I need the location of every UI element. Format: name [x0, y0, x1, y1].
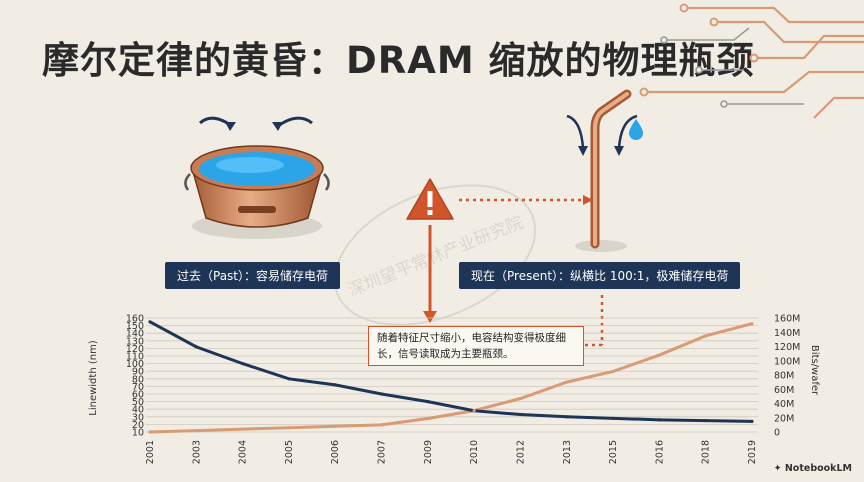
left-tick-label: 80: [132, 374, 144, 385]
right-tick-label: 120M: [774, 342, 800, 353]
left-tick-label: 10: [132, 428, 144, 439]
left-tick-label: 160: [126, 314, 144, 325]
left-axis-label: Linewidth (nm): [88, 340, 99, 416]
linewidth-point: [657, 418, 661, 422]
bits-point: [657, 353, 661, 357]
x-tick-label: 2015: [608, 440, 619, 464]
page-title: 摩尔定律的黄昏：DRAM 缩放的物理瓶颈: [42, 39, 755, 82]
linewidth-point: [379, 392, 384, 396]
left-tick-label: 30: [132, 412, 144, 423]
right-tick-label: 40M: [774, 399, 794, 410]
linewidth-point: [611, 416, 615, 420]
left-tick-label: 50: [132, 397, 144, 408]
notebooklm-logo: ✦ NotebookLM: [773, 463, 852, 474]
bits-point: [194, 428, 198, 433]
linewidth-point: [565, 415, 569, 419]
bits-point: [148, 430, 152, 434]
linewidth-line: [149, 320, 753, 423]
circuit-decoration: [639, 3, 864, 119]
x-tick-label: 2007: [377, 440, 388, 464]
present-caption: 现在（Present）：纵横比 100:1，极难储存电荷: [459, 262, 741, 289]
linewidth-point: [194, 345, 198, 349]
left-tick-label: 120: [126, 344, 144, 355]
x-tick-label: 2012: [515, 440, 526, 464]
warning-connector: [406, 178, 604, 350]
linewidth-point: [148, 320, 152, 324]
linewidth-point: [704, 419, 708, 423]
left-tick-label: 150: [126, 321, 144, 332]
right-axis-label: Bits/wafer: [809, 345, 820, 396]
left-tick-label: 40: [132, 405, 144, 416]
bits-point: [472, 409, 476, 413]
x-tick-label: 2016: [654, 440, 665, 464]
bits-point: [750, 322, 754, 326]
left-tick-label: 100: [126, 359, 144, 370]
bits-per-wafer-line: [149, 322, 753, 434]
right-tick-label: 100M: [774, 356, 800, 367]
bits-point: [565, 380, 569, 384]
bits-point: [426, 416, 430, 421]
right-tick-label: 160M: [774, 314, 800, 325]
bits-point: [611, 369, 615, 374]
x-tick-label: 2018: [701, 440, 712, 464]
warning-triangle-icon: [406, 178, 454, 220]
x-tick-label: 2006: [330, 440, 341, 464]
left-tick-label: 130: [126, 336, 144, 347]
left-tick-label: 90: [132, 367, 144, 378]
bits-point: [379, 423, 384, 427]
x-tick-label: 2001: [145, 440, 156, 464]
right-tick-label: 60M: [774, 385, 794, 396]
linewidth-point: [426, 400, 430, 404]
bits-point: [518, 396, 523, 401]
bits-point: [333, 424, 337, 428]
copper-bucket-icon: [184, 116, 330, 239]
bits-point: [241, 427, 245, 431]
x-tick-label: 2005: [284, 440, 295, 464]
bits-point: [287, 426, 291, 430]
linewidth-point: [241, 362, 245, 366]
left-tick-label: 20: [132, 420, 144, 431]
right-tick-label: 80M: [774, 371, 794, 382]
past-caption: 过去（Past）：容易储存电荷: [165, 262, 341, 289]
bottleneck-note: 随着特征尺寸缩小，电容结构变得极度细长，信号读取成为主要瓶颈。: [368, 326, 584, 366]
right-tick-label: 0: [774, 428, 780, 439]
x-tick-label: 2004: [238, 440, 249, 464]
bits-point: [704, 334, 708, 338]
linewidth-point: [287, 377, 291, 381]
linewidth-point: [750, 419, 754, 423]
linewidth-point: [518, 412, 523, 417]
left-tick-label: 110: [126, 352, 144, 363]
right-tick-label: 20M: [774, 413, 794, 424]
linewidth-bits-chart: 160150140130120110100908070605040302010 …: [88, 314, 820, 465]
left-tick-label: 140: [126, 329, 144, 340]
thin-capacitor-straw-icon: [566, 89, 638, 252]
water-droplet-icon: [629, 119, 643, 140]
left-tick-label: 70: [132, 382, 144, 393]
x-tick-label: 2003: [191, 440, 202, 464]
x-tick-label: 2010: [469, 440, 480, 464]
linewidth-point: [333, 383, 337, 387]
x-tick-label: 2009: [423, 440, 434, 464]
left-tick-label: 60: [132, 390, 144, 401]
x-tick-label: 2013: [562, 440, 573, 464]
x-tick-label: 2019: [747, 440, 758, 464]
right-tick-label: 140M: [774, 328, 800, 339]
